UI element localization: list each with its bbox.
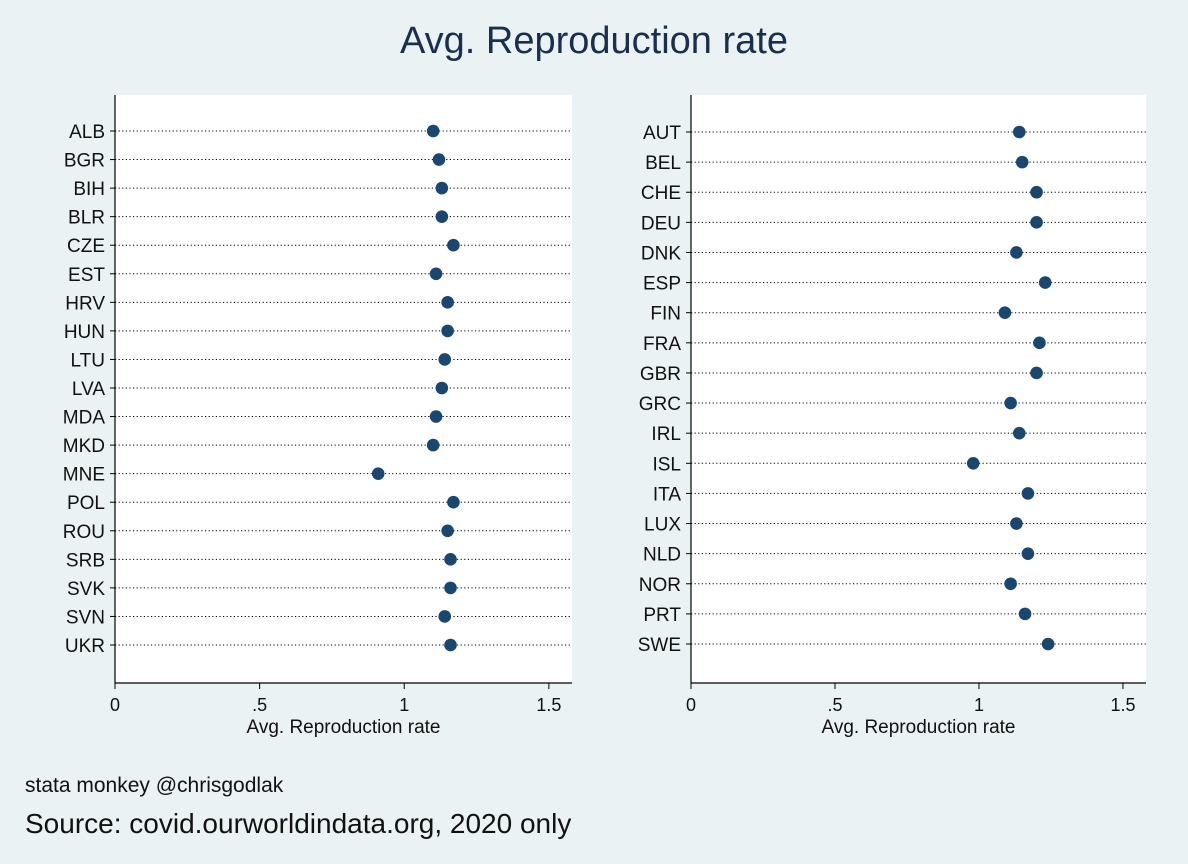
- data-point: [1038, 276, 1052, 289]
- x-tick-label: 1.5: [1110, 695, 1135, 715]
- data-point: [429, 267, 443, 281]
- category-label: MNE: [63, 465, 105, 486]
- data-point: [1030, 185, 1043, 199]
- x-tick-label: 1.5: [536, 695, 561, 715]
- category-label: EST: [68, 265, 105, 286]
- data-point: [966, 456, 980, 470]
- category-label: LTU: [71, 350, 105, 371]
- category-label: ROU: [63, 522, 105, 543]
- category-label: SVK: [67, 579, 105, 600]
- category-label: SVN: [66, 607, 105, 628]
- data-point: [438, 610, 452, 623]
- category-label: MKD: [63, 436, 105, 457]
- data-point: [1015, 155, 1029, 169]
- data-point: [1012, 426, 1026, 440]
- category-label: AUT: [643, 123, 681, 144]
- data-point: [447, 495, 460, 509]
- plot-area: [115, 95, 572, 683]
- data-point: [444, 638, 457, 652]
- data-point: [1004, 577, 1017, 591]
- category-label: ISL: [652, 454, 681, 475]
- dot-plot-left: ALB BGR BIH BLR CZE EST HRV HUN LTU LVA MDA MKD MNE P…: [63, 95, 572, 738]
- category-label: BIH: [73, 179, 105, 200]
- category-label: HUN: [64, 322, 105, 343]
- data-point: [998, 306, 1012, 320]
- data-point: [429, 410, 443, 423]
- data-point: [447, 238, 460, 252]
- x-tick-label: .5: [252, 695, 267, 715]
- data-point: [371, 467, 385, 480]
- category-label: ESP: [643, 274, 681, 295]
- data-point: [1010, 246, 1023, 259]
- x-axis-title: Avg. Reproduction rate: [822, 717, 1016, 738]
- category-label: FRA: [643, 334, 681, 355]
- category-label: HRV: [65, 293, 105, 314]
- category-label: BGR: [64, 151, 105, 172]
- data-point: [1010, 517, 1023, 530]
- data-point: [441, 296, 454, 309]
- chart-title: Avg. Reproduction rate: [400, 20, 788, 62]
- data-point: [426, 124, 440, 138]
- x-tick-label: 0: [686, 695, 696, 715]
- data-point: [435, 381, 449, 395]
- data-point: [432, 153, 446, 166]
- category-label: GBR: [640, 364, 681, 385]
- data-point: [426, 438, 440, 452]
- data-point: [1033, 336, 1046, 350]
- x-tick-label: 1: [399, 695, 409, 715]
- category-label: NOR: [639, 575, 681, 596]
- data-point: [441, 324, 454, 338]
- data-point: [1004, 396, 1017, 410]
- data-point: [441, 524, 454, 538]
- x-tick-label: 0: [110, 695, 120, 715]
- chart-panel-left: ALB BGR BIH BLR CZE EST HRV HUN LTU LVA MDA MKD MNE P…: [0, 95, 580, 755]
- data-point: [1018, 607, 1032, 621]
- category-label: SWE: [638, 635, 681, 656]
- category-label: BLR: [68, 208, 105, 229]
- data-point: [444, 553, 457, 566]
- category-label: NLD: [643, 545, 681, 566]
- credit-note: stata monkey @chrisgodlak: [25, 774, 284, 797]
- category-label: ITA: [653, 484, 681, 505]
- data-point: [438, 353, 452, 366]
- data-point: [435, 210, 449, 223]
- source-caption: Source: covid.ourworldindata.org, 2020 o…: [25, 808, 572, 839]
- category-label: UKR: [65, 636, 105, 657]
- category-label: MDA: [63, 408, 106, 429]
- dot-plot-right: AUT BEL CHE DEU DNK ESP FIN FRA GBR GRC IRL ISL ITA L…: [638, 95, 1146, 738]
- category-label: CZE: [67, 236, 105, 257]
- data-point: [1030, 366, 1043, 380]
- category-label: ALB: [69, 122, 105, 143]
- data-point: [1041, 637, 1055, 651]
- category-label: FIN: [650, 304, 681, 325]
- category-label: IRL: [651, 424, 681, 445]
- x-tick-label: 1: [974, 695, 984, 715]
- category-label: LVA: [72, 379, 105, 400]
- data-point: [1021, 487, 1035, 500]
- data-point: [1030, 216, 1043, 229]
- category-label: CHE: [641, 183, 681, 204]
- category-label: BEL: [645, 153, 681, 174]
- data-point: [1012, 125, 1026, 139]
- category-label: POL: [67, 493, 105, 514]
- category-label: DNK: [641, 243, 681, 264]
- category-label: GRC: [639, 394, 681, 415]
- category-label: PRT: [643, 605, 681, 626]
- plot-area: [691, 95, 1146, 683]
- category-label: SRB: [66, 550, 105, 571]
- chart-panel-right: AUT BEL CHE DEU DNK ESP FIN FRA GBR GRC IRL ISL ITA L…: [580, 95, 1160, 755]
- category-label: DEU: [641, 213, 681, 234]
- data-point: [435, 181, 449, 195]
- data-point: [444, 581, 457, 595]
- category-label: LUX: [644, 515, 681, 536]
- data-point: [1021, 547, 1035, 560]
- x-axis-title: Avg. Reproduction rate: [247, 717, 441, 738]
- x-tick-label: .5: [827, 695, 842, 715]
